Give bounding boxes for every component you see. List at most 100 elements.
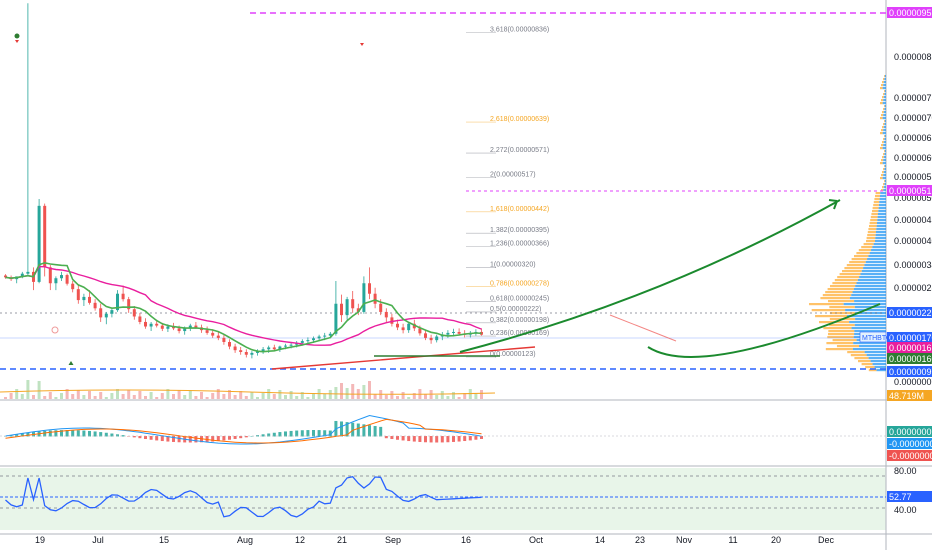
- volume-profile-bar-orange: [884, 135, 885, 138]
- volume-profile-bar-orange: [882, 171, 884, 174]
- fib-level-label: 0.382(0.00000198): [490, 317, 549, 324]
- volume-profile-bar-orange: [832, 282, 857, 285]
- volume-profile-bar-orange: [837, 276, 860, 279]
- volume-bar: [351, 384, 355, 399]
- candle-body: [356, 308, 360, 312]
- volume-profile-bar-orange: [811, 309, 846, 312]
- volume-bar: [228, 390, 231, 399]
- price-tag-label: 0.00000957: [889, 8, 932, 18]
- moving-average-fast: [5, 261, 482, 353]
- volume-profile-bar-orange: [850, 354, 867, 357]
- volume-bar: [54, 397, 58, 399]
- candle-body: [396, 323, 399, 328]
- volume-profile-bar-orange: [832, 339, 857, 342]
- volume-profile-bar-blue: [884, 90, 886, 93]
- volume-bar: [407, 397, 411, 399]
- candle-body: [424, 333, 427, 338]
- projection-arrowhead-upper: [828, 199, 838, 210]
- volume-profile-bar-blue: [859, 345, 886, 348]
- volume-profile-bar-blue: [864, 351, 886, 354]
- macd-histogram-bar: [289, 430, 293, 437]
- candle-body: [205, 330, 209, 333]
- fib-level-label: 3.618(0.00000836): [490, 26, 549, 33]
- price-axis-tick-label: 0.00000850: [894, 52, 932, 62]
- volume-bar: [340, 383, 343, 399]
- volume-bar: [93, 396, 97, 399]
- macd-value-label: -0.00000004: [889, 451, 932, 461]
- volume-profile-bar-blue: [877, 216, 886, 219]
- volume-profile-bar-blue: [883, 84, 886, 87]
- candle-body: [457, 331, 461, 334]
- candle-body: [418, 328, 422, 334]
- volume-profile-bar-orange: [829, 306, 855, 309]
- volume-profile-bar-blue: [867, 258, 886, 261]
- volume-profile-bar-blue: [884, 165, 886, 168]
- price-axis-tick-label: 0.00000550: [894, 172, 932, 182]
- volume-profile-bar-blue: [883, 96, 886, 99]
- volume-profile-bar-orange: [883, 138, 885, 141]
- volume-profile-bar-orange: [874, 198, 880, 201]
- macd-histogram-bar: [300, 430, 304, 437]
- fib-level-label: 1.618(0.00000442): [490, 206, 549, 213]
- volume-bar: [424, 394, 427, 399]
- candle-body: [452, 331, 455, 333]
- macd-histogram-bar: [60, 430, 63, 437]
- volume-profile-bar-blue: [884, 180, 886, 183]
- volume-bar: [362, 385, 366, 399]
- signal-marker-sell: [15, 40, 19, 43]
- volume-profile-bar-orange: [827, 300, 855, 303]
- macd-histogram-bar: [362, 424, 366, 437]
- volume-profile-bar-blue: [883, 111, 886, 114]
- macd-histogram-bar: [384, 436, 388, 439]
- volume-profile-bar-blue: [882, 132, 886, 135]
- candle-body: [306, 340, 310, 342]
- macd-histogram-bar: [295, 430, 299, 437]
- x-axis-tick-label: 15: [159, 535, 169, 545]
- candle-body: [401, 327, 405, 331]
- macd-histogram-bar: [356, 423, 360, 437]
- volume-profile-bar-blue: [884, 138, 886, 141]
- volume-profile-bar-orange: [844, 267, 864, 270]
- volume-bar: [32, 395, 35, 399]
- macd-histogram-bar: [452, 436, 455, 442]
- moving-average-slow: [5, 265, 482, 346]
- volume-profile-bar-orange: [880, 117, 883, 120]
- volume-profile-bar-blue: [854, 330, 886, 333]
- signal-marker-sell: [360, 43, 364, 46]
- volume-profile-bar-blue: [884, 108, 886, 111]
- volume-bar: [396, 396, 399, 399]
- volume-bar: [37, 381, 41, 399]
- volume-profile-bar-orange: [827, 288, 854, 291]
- price-axis-tick-label: 0.00000400: [894, 236, 932, 246]
- macd-signal-line: [5, 418, 482, 444]
- volume-profile-bar-blue: [865, 261, 886, 264]
- volume-profile-bar-orange: [882, 111, 884, 114]
- fib-level-label: 2(0.00000517): [490, 172, 536, 179]
- volume-bar: [20, 394, 24, 399]
- volume-profile-bar-orange: [863, 243, 874, 246]
- macd-histogram-bar: [177, 436, 181, 443]
- volume-bar: [99, 392, 103, 399]
- candle-body: [323, 335, 327, 337]
- volume-bar: [272, 394, 276, 399]
- volume-profile-bar-orange: [882, 81, 884, 84]
- macd-line: [5, 414, 482, 445]
- volume-profile-bar-orange: [882, 186, 884, 189]
- projection-arrow-down: [609, 314, 677, 342]
- volume-profile-bar-orange: [875, 195, 880, 198]
- volume-profile-bar-orange: [820, 297, 850, 300]
- candle-body: [76, 289, 80, 301]
- macd-histogram-bar: [88, 430, 91, 437]
- macd-histogram-bar: [205, 436, 209, 442]
- volume-bar: [43, 396, 47, 399]
- candle-body: [334, 303, 338, 334]
- volume-profile-bar-blue: [882, 117, 886, 120]
- candle-body: [300, 341, 304, 343]
- volume-bar: [172, 394, 175, 399]
- volume-profile-bar-orange: [872, 207, 879, 210]
- x-axis-tick-label: 14: [595, 535, 605, 545]
- volume-profile-bar-orange: [881, 159, 884, 162]
- candle-body: [127, 299, 131, 310]
- volume-profile-bar-orange: [882, 126, 884, 129]
